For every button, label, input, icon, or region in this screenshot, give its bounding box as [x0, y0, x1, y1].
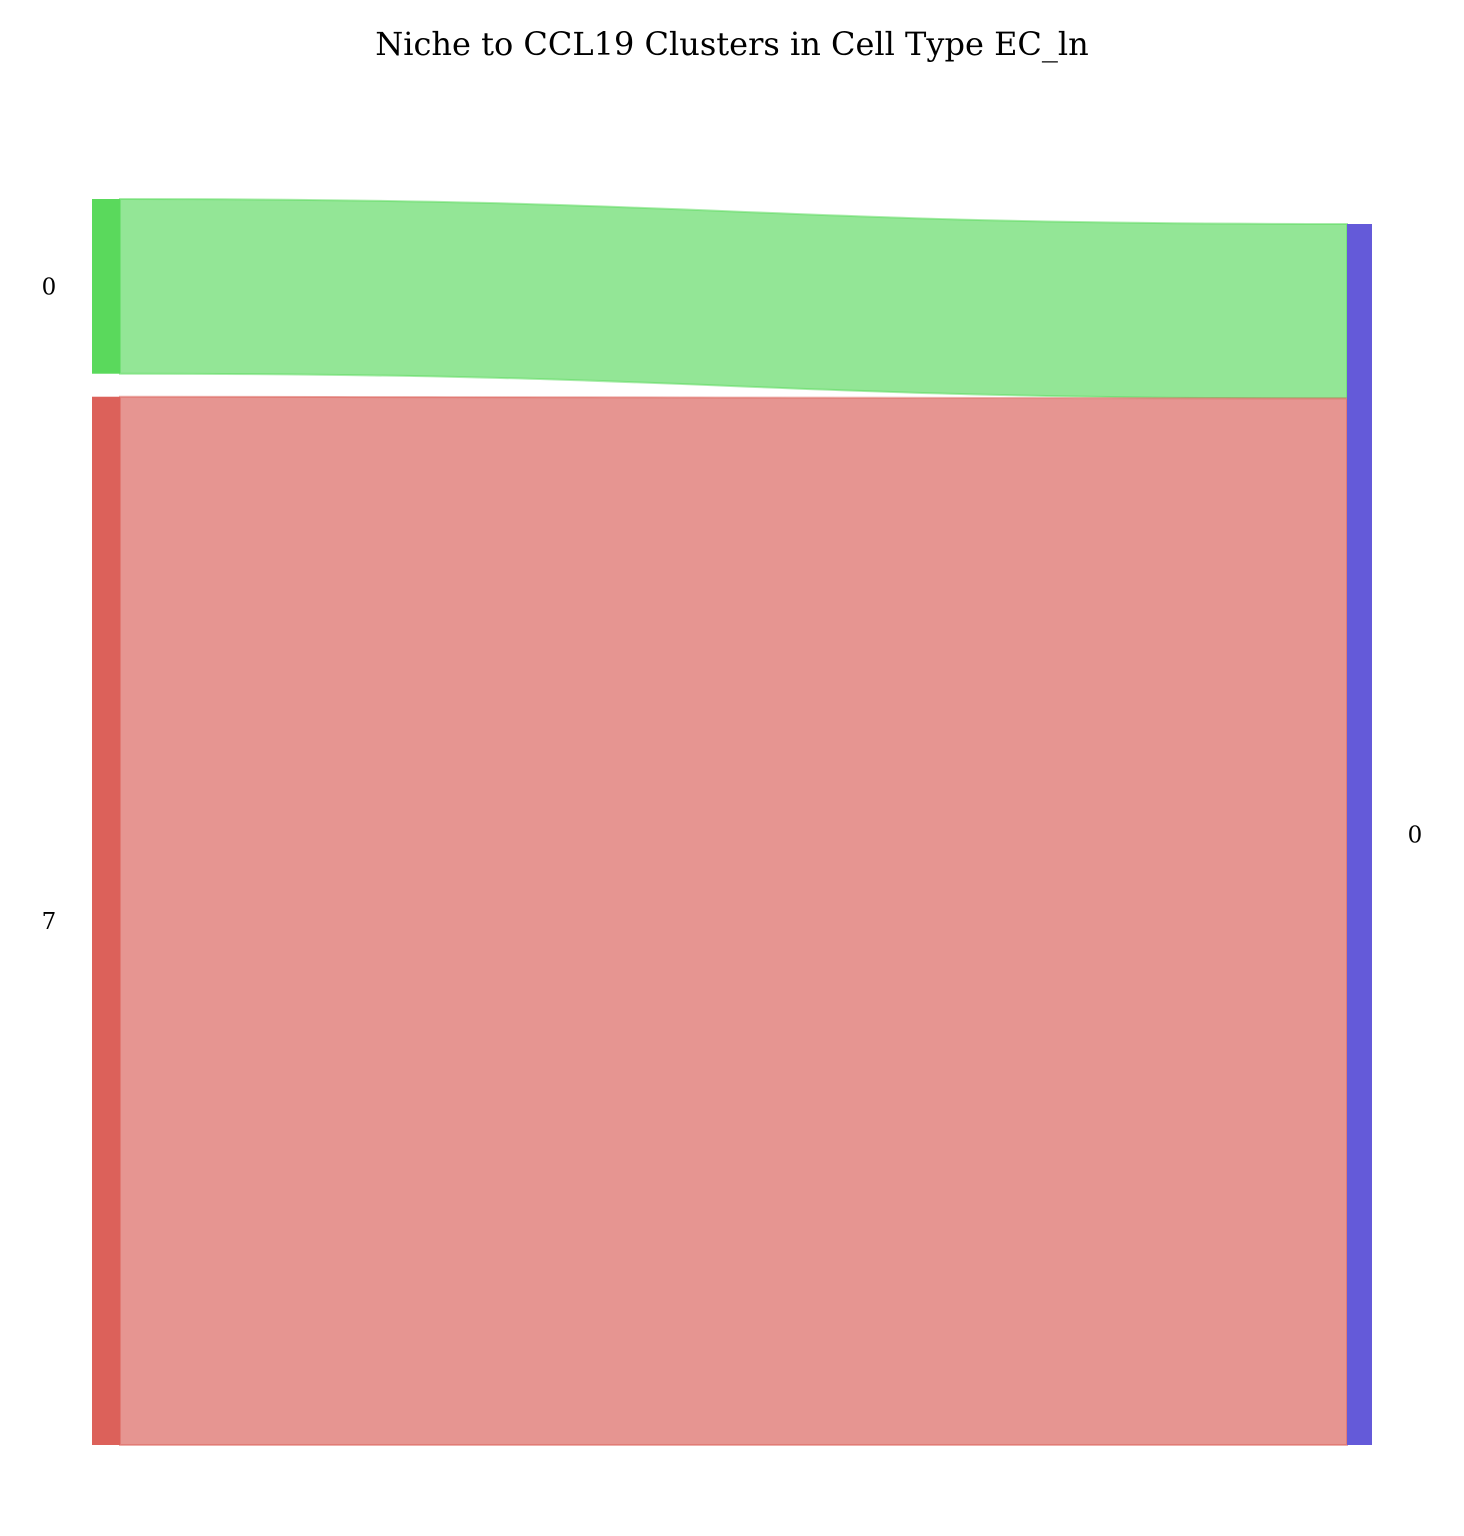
- chart-title: Niche to CCL19 Clusters in Cell Type EC_…: [375, 25, 1089, 63]
- labels-layer: 0 7 0: [42, 274, 1423, 935]
- source-node-label-1: 7: [42, 909, 57, 935]
- nodes-layer: [92, 199, 1372, 1445]
- source-node-label-0: 0: [42, 274, 57, 300]
- target-node-label-0: 0: [1408, 823, 1423, 849]
- source-node-0: [92, 199, 120, 374]
- flow-1: [119, 395, 1348, 1447]
- target-node-0: [1347, 224, 1372, 1445]
- flows-layer: [119, 197, 1348, 1447]
- flow-0: [119, 197, 1348, 400]
- source-node-1: [92, 396, 120, 1445]
